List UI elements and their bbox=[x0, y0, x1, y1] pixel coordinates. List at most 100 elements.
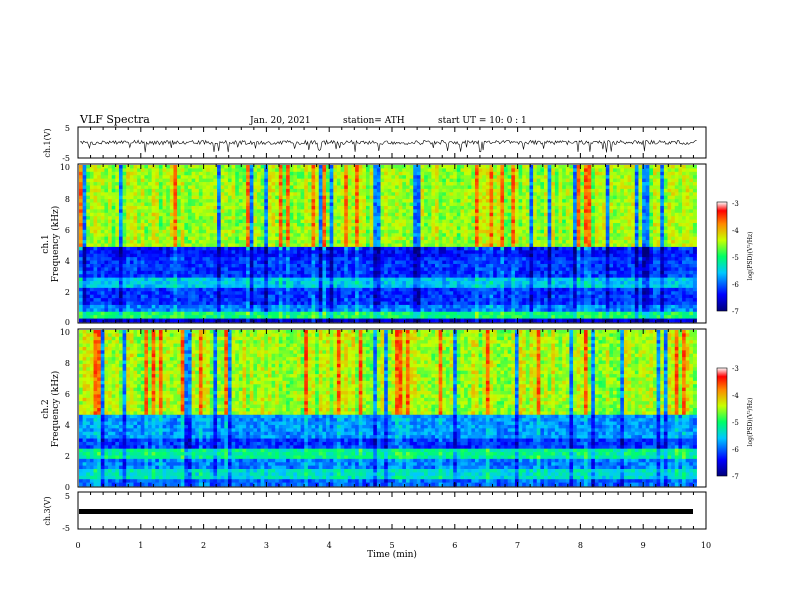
spectrogram-cell bbox=[467, 216, 472, 220]
spectrogram-cell bbox=[562, 182, 567, 186]
spectrogram-cell bbox=[97, 209, 102, 214]
spectrogram-cell bbox=[620, 192, 625, 197]
spectrogram-cell bbox=[551, 168, 556, 173]
spectrogram-cell bbox=[522, 257, 527, 261]
spectrogram-cell bbox=[649, 188, 654, 193]
spectrogram-cell bbox=[82, 219, 87, 224]
spectrogram-cell bbox=[111, 229, 116, 234]
spectrogram-cell bbox=[529, 182, 534, 186]
spectrogram-cell bbox=[594, 250, 599, 255]
spectrogram-cell bbox=[467, 229, 472, 234]
spectrogram-cell bbox=[453, 233, 458, 238]
spectrogram-cell bbox=[344, 260, 349, 265]
spectrogram-cell bbox=[220, 185, 225, 190]
spectrogram-cell bbox=[242, 209, 247, 214]
spectrogram-cell bbox=[296, 226, 301, 231]
spectrogram-cell bbox=[536, 240, 541, 244]
spectrogram-cell bbox=[122, 195, 127, 200]
spectrogram-cell bbox=[209, 165, 214, 169]
spectrogram-cell bbox=[613, 165, 618, 169]
spectrogram-cell bbox=[464, 165, 469, 169]
spectrogram-cell bbox=[435, 236, 439, 241]
spectrogram-cell bbox=[689, 212, 694, 217]
spectrogram-cell bbox=[554, 199, 559, 203]
spectrogram-cell bbox=[329, 229, 334, 234]
spectrogram-cell bbox=[311, 171, 316, 176]
spectrogram-cell bbox=[460, 226, 465, 231]
spectrogram-cell bbox=[133, 216, 138, 220]
spectrogram-cell bbox=[206, 216, 211, 220]
spectrogram-cell bbox=[427, 178, 432, 183]
spectrogram-cell bbox=[177, 260, 182, 265]
spectrogram-cell bbox=[551, 212, 556, 217]
spectrogram-cell bbox=[315, 219, 320, 224]
spectrogram-cell bbox=[376, 171, 381, 176]
spectrogram-cell bbox=[634, 236, 639, 241]
spectrogram-cell bbox=[613, 182, 618, 186]
spectrogram-cell bbox=[144, 202, 149, 207]
spectrogram-cell bbox=[529, 165, 534, 169]
spectrogram-cell bbox=[278, 226, 283, 231]
spectrogram-cell bbox=[97, 171, 102, 176]
spectrogram-cell bbox=[634, 185, 639, 190]
spectrogram-cell bbox=[220, 250, 225, 255]
spectrogram-cell bbox=[217, 216, 222, 220]
spectrogram-cell bbox=[133, 202, 138, 207]
spectrogram-cell bbox=[409, 223, 414, 227]
spectrogram-cell bbox=[271, 246, 276, 251]
spectrogram-cell bbox=[275, 185, 280, 190]
spectrogram-cell bbox=[246, 250, 251, 255]
spectrogram-cell bbox=[351, 175, 356, 179]
spectrogram-cell bbox=[307, 216, 312, 220]
spectrogram-cell bbox=[613, 175, 618, 179]
spectrogram-cell bbox=[427, 171, 432, 176]
spectrogram-cell bbox=[413, 226, 418, 231]
spectrogram-cell bbox=[544, 253, 548, 258]
spectrogram-cell bbox=[482, 240, 487, 244]
spectrogram-cell bbox=[442, 219, 447, 224]
spectrogram-cell bbox=[137, 171, 142, 176]
spectrogram-cell bbox=[645, 246, 650, 251]
spectrogram-cell bbox=[682, 240, 687, 244]
spectrogram-cell bbox=[202, 246, 207, 251]
spectrogram-cell bbox=[576, 243, 581, 248]
spectrogram-cell bbox=[518, 202, 523, 207]
spectrogram-cell bbox=[173, 260, 178, 265]
spectrogram-cell bbox=[467, 202, 472, 207]
spectrogram-cell bbox=[402, 171, 407, 176]
spectrogram-cell bbox=[249, 253, 254, 258]
spectrogram-cell bbox=[460, 257, 465, 261]
spectrogram-cell bbox=[300, 243, 305, 248]
spectrogram-cell bbox=[296, 185, 301, 190]
spectrogram-cell bbox=[598, 212, 603, 217]
spectrogram-cell bbox=[638, 195, 643, 200]
spectrogram-cell bbox=[253, 229, 258, 234]
spectrogram-cell bbox=[493, 240, 498, 244]
spectrogram-cell bbox=[184, 243, 189, 248]
spectrogram-cell bbox=[293, 165, 298, 169]
spectrogram-cell bbox=[318, 229, 323, 234]
spectrogram-cell bbox=[242, 205, 247, 210]
spectrogram-cell bbox=[667, 188, 672, 193]
spectrogram-cell bbox=[133, 165, 138, 169]
spectrogram-cell bbox=[685, 212, 690, 217]
spectrogram-cell bbox=[217, 168, 222, 173]
spectrogram-cell bbox=[685, 226, 690, 231]
spectrogram-cell bbox=[180, 165, 185, 169]
spectrogram-cell bbox=[540, 257, 545, 261]
spectrogram-cell bbox=[133, 199, 138, 203]
spectrogram-cell bbox=[362, 188, 367, 193]
spectrogram-cell bbox=[667, 171, 672, 176]
spectrogram-cell bbox=[358, 250, 363, 255]
spectrogram-cell bbox=[656, 175, 661, 179]
spectrogram-cell bbox=[685, 202, 690, 207]
spectrogram-cell bbox=[573, 223, 578, 227]
spectrogram-cell bbox=[271, 219, 276, 224]
spectrogram-cell bbox=[155, 199, 160, 203]
spectrogram-cell bbox=[558, 178, 563, 183]
spectrogram-cell bbox=[79, 199, 83, 203]
spectrogram-cell bbox=[311, 188, 316, 193]
spectrogram-cell bbox=[224, 226, 229, 231]
spectrogram-cell bbox=[478, 188, 483, 193]
spectrogram-cell bbox=[217, 253, 222, 258]
